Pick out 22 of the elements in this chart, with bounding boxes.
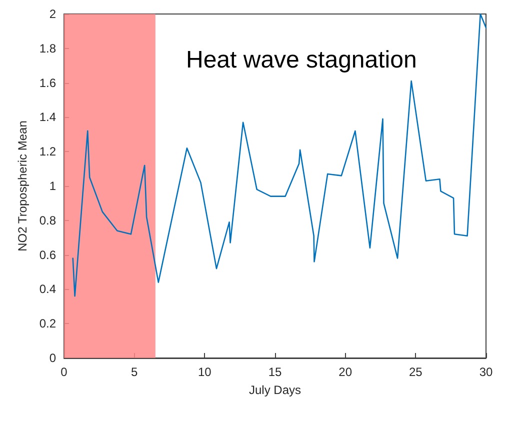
x-tick-label: 20 bbox=[338, 365, 352, 379]
y-tick-label: 1 bbox=[49, 179, 56, 193]
annotation: Heat wave stagnation bbox=[186, 46, 417, 74]
x-tick-label: 25 bbox=[408, 365, 423, 379]
x-axis-title: July Days bbox=[248, 383, 302, 397]
x-tick-label: 10 bbox=[198, 365, 212, 379]
y-tick-label: 1.4 bbox=[39, 110, 56, 124]
y-axis-title: NO2 Tropospheric Mean bbox=[15, 120, 30, 252]
y-tick-label: 1.8 bbox=[39, 41, 56, 56]
y-tick-label: 0.6 bbox=[39, 248, 56, 262]
x-tick-label: 30 bbox=[479, 365, 493, 379]
y-tick-label: 1.6 bbox=[39, 76, 56, 90]
x-tick-label: 0 bbox=[60, 365, 68, 379]
y-tick-label: 0 bbox=[49, 351, 56, 365]
y-tick-label: 2 bbox=[49, 7, 56, 21]
y-tick-label: 0.2 bbox=[39, 316, 56, 331]
y-tick-label: 1.2 bbox=[39, 144, 56, 159]
y-tick-label: 0.8 bbox=[39, 213, 56, 228]
y-tick-label: 0.4 bbox=[39, 282, 56, 296]
line-series bbox=[72, 13, 487, 297]
x-tick-label: 15 bbox=[268, 365, 282, 379]
x-tick-label: 5 bbox=[130, 365, 138, 379]
